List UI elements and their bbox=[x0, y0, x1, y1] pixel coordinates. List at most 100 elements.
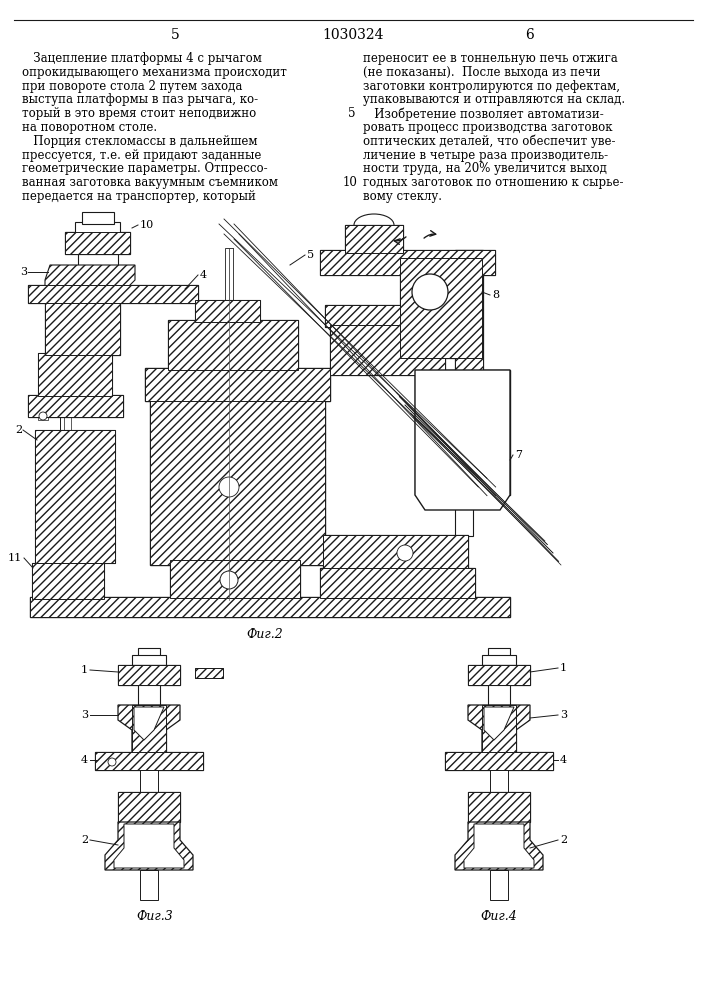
Bar bbox=[195, 668, 223, 678]
Text: 1030324: 1030324 bbox=[322, 28, 384, 42]
Bar bbox=[140, 870, 158, 900]
Bar bbox=[132, 655, 166, 665]
Bar bbox=[170, 560, 300, 598]
Text: 2: 2 bbox=[560, 835, 567, 845]
Bar bbox=[345, 225, 403, 253]
Text: Изобретение позволяет автоматизи-: Изобретение позволяет автоматизи- bbox=[363, 107, 604, 121]
Polygon shape bbox=[455, 822, 543, 870]
Bar bbox=[38, 412, 48, 420]
Bar bbox=[132, 705, 166, 753]
Bar bbox=[415, 370, 510, 495]
Bar bbox=[45, 300, 120, 355]
Bar bbox=[320, 568, 475, 598]
Text: геометрические параметры. Отпрессо-: геометрические параметры. Отпрессо- bbox=[22, 162, 268, 175]
Bar bbox=[145, 368, 330, 401]
Polygon shape bbox=[134, 707, 164, 740]
Bar bbox=[325, 305, 480, 327]
Bar bbox=[416, 268, 466, 348]
Bar bbox=[455, 250, 483, 380]
Bar bbox=[482, 705, 516, 753]
Bar bbox=[82, 212, 114, 224]
Circle shape bbox=[39, 412, 47, 420]
Bar bbox=[150, 400, 325, 565]
Bar bbox=[138, 648, 160, 656]
Text: опрокидывающего механизма происходит: опрокидывающего механизма происходит bbox=[22, 66, 287, 79]
Bar bbox=[205, 475, 255, 500]
Text: 2: 2 bbox=[15, 425, 22, 435]
Bar bbox=[32, 563, 104, 599]
Bar bbox=[200, 567, 260, 592]
Text: Фиг.3: Фиг.3 bbox=[136, 910, 173, 923]
Bar bbox=[118, 792, 180, 822]
Circle shape bbox=[412, 274, 448, 310]
Text: ванная заготовка вакуумным съемником: ванная заготовка вакуумным съемником bbox=[22, 176, 278, 189]
Text: передается на транспортер, который: передается на транспортер, который bbox=[22, 190, 256, 203]
Bar bbox=[482, 705, 516, 753]
Bar bbox=[415, 283, 445, 301]
Bar bbox=[50, 448, 88, 548]
Bar bbox=[195, 300, 260, 322]
Bar bbox=[138, 685, 160, 705]
Text: 10: 10 bbox=[343, 176, 358, 189]
Text: ровать процесс производства заготовок: ровать процесс производства заготовок bbox=[363, 121, 612, 134]
Bar bbox=[488, 648, 510, 656]
Bar bbox=[225, 248, 233, 600]
Bar bbox=[60, 268, 67, 598]
Text: переносит ее в тоннельную печь отжига: переносит ее в тоннельную печь отжига bbox=[363, 52, 618, 65]
Text: 1: 1 bbox=[81, 665, 88, 675]
Text: 5: 5 bbox=[170, 28, 180, 42]
Bar bbox=[490, 870, 508, 900]
Circle shape bbox=[108, 758, 116, 766]
Text: Порция стекломассы в дальнейшем: Порция стекломассы в дальнейшем bbox=[22, 135, 257, 148]
Polygon shape bbox=[464, 824, 534, 868]
Text: 5: 5 bbox=[307, 250, 314, 260]
Bar bbox=[455, 250, 483, 380]
Bar bbox=[175, 415, 280, 555]
Text: 10: 10 bbox=[140, 220, 154, 230]
Bar bbox=[95, 752, 203, 770]
Text: 3: 3 bbox=[81, 710, 88, 720]
Bar bbox=[30, 597, 510, 617]
Text: прессуется, т.е. ей придают заданные: прессуется, т.е. ей придают заданные bbox=[22, 149, 262, 162]
Bar bbox=[60, 308, 100, 348]
Bar bbox=[95, 752, 203, 770]
Bar bbox=[415, 283, 445, 301]
Text: при повороте стола 2 путем захода: при повороте стола 2 путем захода bbox=[22, 80, 243, 93]
Polygon shape bbox=[45, 265, 135, 300]
Text: (не показаны).  После выхода из печи: (не показаны). После выхода из печи bbox=[363, 66, 601, 79]
Bar bbox=[78, 252, 118, 270]
Polygon shape bbox=[105, 822, 193, 870]
Bar bbox=[28, 395, 123, 417]
Bar bbox=[320, 250, 495, 275]
Polygon shape bbox=[118, 705, 180, 752]
Bar bbox=[345, 313, 425, 325]
Bar bbox=[150, 400, 325, 565]
Bar bbox=[38, 353, 112, 396]
Text: Фиг.2: Фиг.2 bbox=[247, 628, 284, 641]
Text: 11: 11 bbox=[8, 553, 22, 563]
Text: 3: 3 bbox=[560, 710, 567, 720]
Bar bbox=[35, 430, 115, 563]
Text: упаковываются и отправляются на склад.: упаковываются и отправляются на склад. bbox=[363, 93, 625, 106]
Text: 1: 1 bbox=[560, 663, 567, 673]
Bar bbox=[455, 508, 473, 536]
Bar bbox=[195, 300, 260, 322]
Text: заготовки контролируются по дефектам,: заготовки контролируются по дефектам, bbox=[363, 80, 620, 93]
Bar bbox=[445, 752, 553, 770]
Text: Зацепление платформы 4 с рычагом: Зацепление платформы 4 с рычагом bbox=[22, 52, 262, 65]
Text: ности труда, на 20% увеличится выход: ности труда, на 20% увеличится выход bbox=[363, 162, 607, 175]
Bar bbox=[118, 665, 180, 685]
Text: оптических деталей, что обеспечит уве-: оптических деталей, что обеспечит уве- bbox=[363, 135, 616, 148]
Text: на поворотном столе.: на поворотном столе. bbox=[22, 121, 157, 134]
Bar bbox=[65, 232, 130, 254]
Bar bbox=[35, 430, 115, 563]
Bar bbox=[320, 250, 495, 275]
Text: 4: 4 bbox=[81, 755, 88, 765]
Bar bbox=[490, 770, 508, 792]
Bar bbox=[468, 665, 530, 685]
Bar bbox=[28, 285, 198, 303]
Bar bbox=[482, 655, 516, 665]
Bar bbox=[330, 325, 445, 375]
Bar bbox=[468, 792, 530, 822]
Bar bbox=[75, 222, 120, 234]
